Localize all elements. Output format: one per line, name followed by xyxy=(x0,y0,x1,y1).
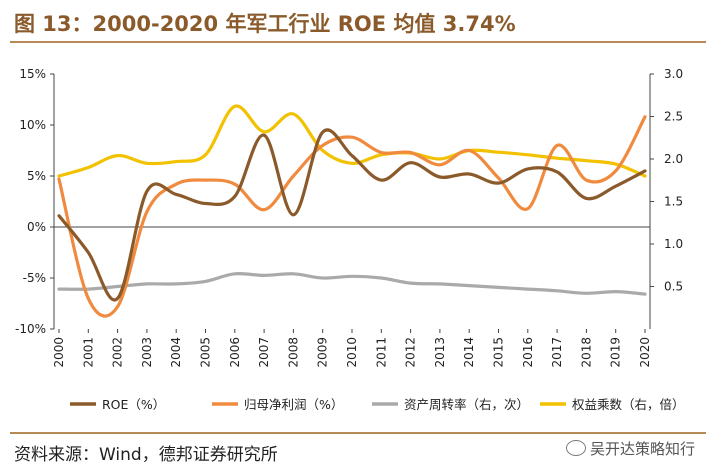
x-tick-label: 2005 xyxy=(199,337,213,368)
left-tick-label: 15% xyxy=(19,67,46,81)
legend-label-1: 归母净利润（%） xyxy=(244,397,343,412)
right-tick-label: 0.5 xyxy=(664,280,683,294)
x-tick-label: 2002 xyxy=(111,337,125,368)
source-note: 资料来源：Wind，德邦证券研究所 xyxy=(14,445,278,465)
left-tick-label: -5% xyxy=(23,271,46,285)
wechat-icon xyxy=(566,440,586,456)
left-tick-label: 0% xyxy=(27,220,46,234)
x-tick-label: 2003 xyxy=(140,337,154,368)
right-axis-ticks: 0.5 1.0 1.5 2.0 2.5 3.0 xyxy=(650,67,683,294)
x-tick-label: 2004 xyxy=(169,337,183,368)
x-tick-label: 2020 xyxy=(638,337,652,368)
series-line-0 xyxy=(57,128,647,302)
x-tick-label: 2001 xyxy=(81,337,95,368)
x-tick-label: 2019 xyxy=(609,337,623,368)
series-line-3 xyxy=(57,104,647,178)
legend-label-2: 资产周转率（右，次） xyxy=(404,397,529,412)
right-tick-label: 3.0 xyxy=(664,67,683,81)
page-title: 图 13：2000-2020 年军工行业 ROE 均值 3.74% xyxy=(14,12,516,36)
x-tick-label: 2016 xyxy=(521,337,535,368)
x-axis-ticks: 2000 2001 2002 2003 2004 2005 2006 2007 2008 2009… xyxy=(52,329,652,368)
right-tick-label: 2.0 xyxy=(664,152,683,166)
left-axis-ticks: -10% -5% 0% 5% 10% 15% xyxy=(15,67,54,336)
x-tick-label: 2012 xyxy=(404,337,418,368)
watermark: 吴开达策略知行 xyxy=(566,438,695,459)
x-tick-label: 2006 xyxy=(228,337,242,368)
legend-label-3: 权益乘数（右，倍） xyxy=(572,397,685,412)
x-tick-label: 2014 xyxy=(462,337,476,368)
x-tick-label: 2011 xyxy=(374,337,388,368)
x-tick-label: 2008 xyxy=(286,337,300,368)
left-tick-label: -10% xyxy=(15,322,46,336)
series-line-2 xyxy=(57,271,647,296)
right-tick-label: 1.0 xyxy=(664,237,683,251)
chart-svg: -10% -5% 0% 5% 10% 15% 0.5 1.0 1.5 2.0 2.5 3.0 200… xyxy=(15,67,685,412)
title-rule xyxy=(10,41,706,43)
right-tick-label: 1.5 xyxy=(664,195,683,209)
right-tick-label: 2.5 xyxy=(664,110,683,124)
x-tick-label: 2013 xyxy=(433,337,447,368)
x-tick-label: 2000 xyxy=(52,337,66,368)
x-tick-label: 2015 xyxy=(492,337,506,368)
left-tick-label: 10% xyxy=(19,118,46,132)
x-tick-label: 2017 xyxy=(550,337,564,368)
x-tick-label: 2007 xyxy=(257,337,271,368)
legend: ROE（%） 归母净利润（%） 资产周转率（右，次） 权益乘数（右，倍） xyxy=(70,397,685,412)
series-line-1 xyxy=(57,115,647,318)
x-tick-label: 2018 xyxy=(579,337,593,368)
footer-rule xyxy=(10,432,706,434)
x-tick-label: 2009 xyxy=(316,337,330,368)
watermark-text: 吴开达策略知行 xyxy=(590,440,696,458)
series-lines xyxy=(57,104,647,318)
left-tick-label: 5% xyxy=(27,169,46,183)
x-tick-label: 2010 xyxy=(345,337,359,368)
legend-label-0: ROE（%） xyxy=(102,397,165,412)
